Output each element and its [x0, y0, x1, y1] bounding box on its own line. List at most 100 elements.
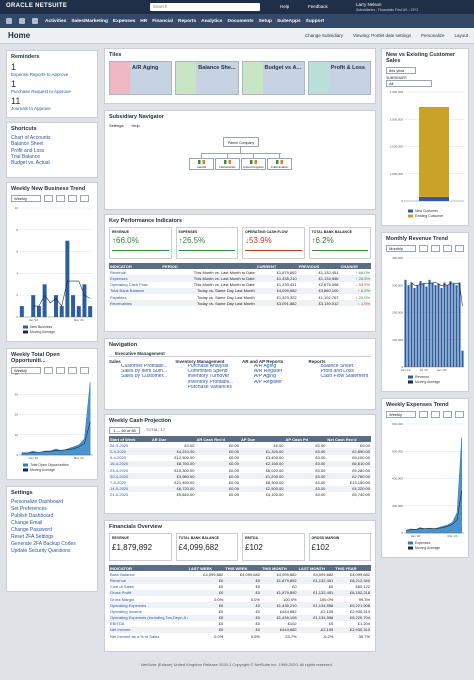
nav-item[interactable]: Activities — [45, 18, 67, 24]
page-action[interactable]: Layout — [454, 33, 468, 38]
nav-link[interactable]: Cash Flow Statement — [320, 374, 369, 380]
tile[interactable]: Budget vs A... — [241, 61, 305, 95]
nav-link[interactable]: Inventory Profitabil... — [187, 379, 234, 385]
nav-item[interactable]: Financial — [152, 18, 174, 24]
table-cell[interactable]: Bank Balance — [110, 571, 135, 577]
nav-item[interactable]: Support — [305, 18, 325, 24]
nav-link[interactable]: Balance Sheet — [320, 364, 354, 369]
chart-type-button[interactable] — [80, 195, 89, 202]
chart-type-button[interactable] — [44, 195, 53, 202]
nav-link[interactable]: Sales by Item Sum... — [121, 369, 168, 375]
table-cell[interactable]: Payables — [110, 294, 127, 300]
shortcut-link[interactable]: Budget vs. Actual — [11, 160, 50, 167]
settings-link[interactable]: Publish Dashboard — [11, 513, 54, 519]
settings-link[interactable]: Reset 2FA Settings — [11, 534, 54, 540]
subsidiary-node[interactable]: Netherlands — [215, 158, 240, 170]
subsidiary-node[interactable]: United Kingdom — [241, 158, 266, 170]
search-box[interactable]: Search — [150, 3, 260, 11]
star-icon[interactable] — [19, 18, 25, 24]
nav-item[interactable]: Analytics — [201, 18, 223, 24]
nav-item[interactable]: Setup — [258, 18, 272, 24]
period-select[interactable]: Weekly — [386, 411, 416, 418]
table-cell[interactable]: 9-4-2020 — [110, 455, 127, 461]
settings-link[interactable]: Change Password — [11, 527, 52, 533]
nav-link[interactable]: Profit and Loss — [320, 369, 354, 375]
table-cell[interactable]: 26-3-2020 — [110, 442, 129, 448]
table-cell[interactable]: Cost of Sales — [110, 584, 134, 590]
nav-link[interactable]: A/R Register — [254, 369, 283, 375]
user-name[interactable]: Larry Nelson — [356, 1, 382, 7]
chart-type-button[interactable] — [68, 367, 77, 374]
nav-link[interactable]: A/P Register — [254, 379, 282, 385]
page-action[interactable]: Personalize — [420, 33, 445, 38]
table-cell[interactable]: Net Income — [109, 626, 188, 634]
table-cell[interactable]: Expenses — [109, 275, 162, 282]
table-cell[interactable]: Gross Margin — [110, 596, 135, 602]
nav-item[interactable]: Reports — [178, 18, 197, 24]
table-cell[interactable]: Total Bank Balance — [109, 287, 162, 294]
table-cell[interactable]: Operating Expenses (including Tax,Depn &… — [109, 614, 188, 621]
chart-type-button[interactable] — [419, 411, 428, 418]
nav-link[interactable]: Purchase Analysis — [187, 364, 229, 369]
header-link[interactable]: Help — [280, 4, 290, 9]
table-cell[interactable]: 16-4-2020 — [109, 460, 151, 467]
subsidiary-node[interactable]: X-Elimination — [267, 158, 292, 170]
shortcut-link[interactable]: Chart of Accounts — [11, 135, 51, 141]
nav-link[interactable]: Customer Profitabil... — [121, 364, 168, 369]
recent-icon[interactable] — [32, 18, 38, 24]
table-cell[interactable]: EBITDA — [110, 621, 125, 627]
page-action[interactable]: Change Subsidiary — [304, 33, 344, 38]
chart-type-button[interactable] — [455, 411, 464, 418]
table-cell[interactable]: Revenue — [110, 269, 127, 275]
nav-link[interactable]: Purchase Variances — [187, 384, 232, 390]
table-cell[interactable]: Operating Cash Flow — [110, 282, 148, 288]
chart-type-button[interactable] — [443, 245, 452, 252]
table-cell[interactable]: Gross Profit — [109, 589, 188, 596]
chart-type-button[interactable] — [431, 245, 440, 252]
nav-link[interactable]: Sales by Customer... — [121, 374, 168, 380]
chart-type-button[interactable] — [80, 367, 89, 374]
chart-type-button[interactable] — [455, 245, 464, 252]
shortcut-link[interactable]: Balance Sheet — [11, 141, 44, 148]
table-cell[interactable]: Revenue — [109, 577, 188, 584]
nav-item[interactable]: Documents — [227, 18, 254, 24]
table-cell[interactable]: Operating Expenses — [109, 602, 188, 609]
table-cell[interactable]: 7-5-2020 — [110, 479, 127, 485]
nav-item[interactable]: HR — [140, 18, 148, 24]
period-select[interactable]: Weekly — [11, 367, 41, 374]
shortcut-link[interactable]: Trial Balance — [11, 153, 40, 160]
nav-link[interactable]: A/R Aging — [254, 364, 277, 369]
nav-link[interactable]: A/P Aging — [254, 374, 276, 380]
table-cell[interactable]: Receivables — [109, 300, 162, 307]
shortcut-link[interactable]: Profit and Loss — [11, 147, 45, 154]
settings-link[interactable]: Personalize Dashboard — [11, 499, 63, 505]
nav-item[interactable]: SuiteApps — [276, 18, 301, 24]
table-cell[interactable]: 14-5-2020 — [109, 485, 151, 492]
pager-select[interactable]: 1 — 60 of 80 — [109, 427, 140, 434]
chart-type-button[interactable] — [56, 367, 65, 374]
table-cell[interactable]: Net Income as a % of Sales — [110, 633, 160, 639]
subsidiary-root[interactable]: Parent Company — [223, 137, 259, 147]
chart-type-button[interactable] — [443, 411, 452, 418]
chart-type-button[interactable] — [56, 195, 65, 202]
settings-link[interactable]: Generate 2FA Backup Codes — [11, 541, 76, 547]
table-cell[interactable]: Operating Income — [110, 608, 142, 614]
tile[interactable]: Balance She... — [175, 61, 239, 95]
settings-link[interactable]: Change Email — [11, 520, 43, 526]
table-cell[interactable]: 21-5-2020 — [110, 492, 129, 498]
chart-type-button[interactable] — [419, 245, 428, 252]
table-cell[interactable]: 30-4-2020 — [109, 473, 151, 480]
reminder-label[interactable]: Expense Reports to Approve — [11, 72, 69, 77]
period-select[interactable]: Monthly — [386, 245, 416, 252]
settings-link[interactable]: Set Preferences — [11, 506, 47, 512]
table-cell[interactable]: 2-4-2020 — [109, 448, 151, 455]
filter-select[interactable]: All — [386, 80, 432, 87]
nav-link[interactable]: Inventory Turnover — [187, 374, 230, 380]
settings-link[interactable]: Update Security Questions — [11, 548, 71, 554]
tile[interactable]: Profit & Loss — [307, 61, 371, 95]
subsidiary-link[interactable]: Help — [131, 123, 140, 128]
chart-type-button[interactable] — [44, 367, 53, 374]
tile[interactable]: A/R Aging — [109, 61, 173, 95]
reminder-label[interactable]: Journals to Approve — [11, 106, 51, 111]
table-cell[interactable]: 23-4-2020 — [110, 467, 129, 473]
